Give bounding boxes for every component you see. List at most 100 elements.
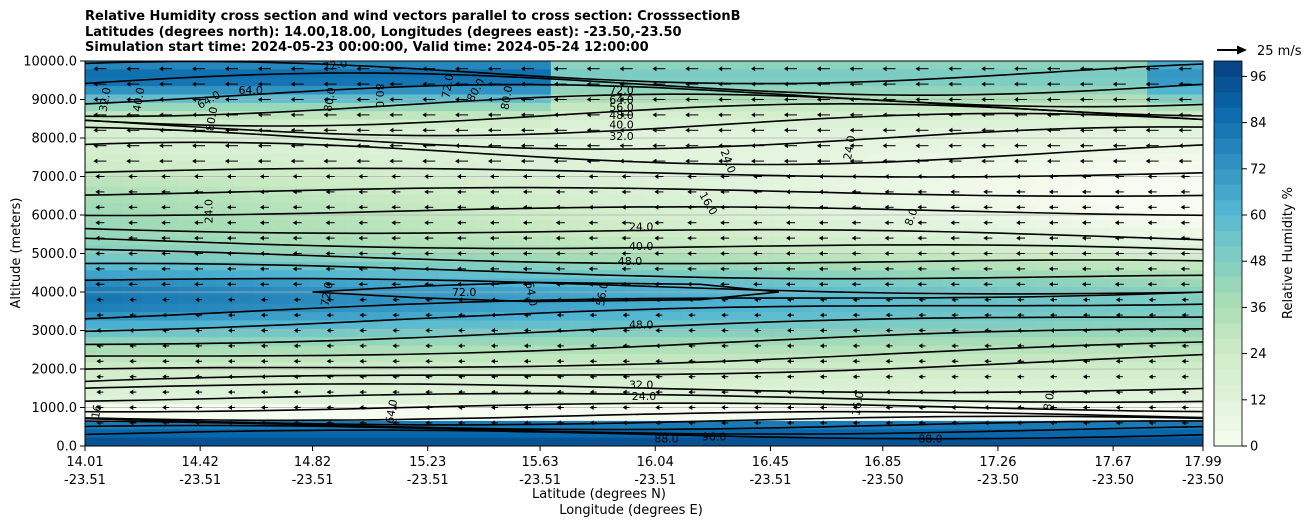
colorbar-band [1214,91,1242,108]
x-tick-label-lat: 15.63 [521,455,558,470]
wind-vector-arrowhead [129,389,134,395]
wind-vector-arrowhead [654,266,659,272]
wind-vector-arrowhead [260,358,265,364]
wind-vector-arrowhead [951,328,956,333]
wind-vector-arrowhead [819,358,824,364]
wind-vector-arrowhead [192,66,197,72]
wind-vector-arrowhead [984,374,989,380]
colorbar-tick-label: 36 [1250,301,1267,316]
wind-vector-arrowhead [720,281,725,287]
wind-vector-arrowhead [621,220,626,226]
wind-vector-arrowhead [687,189,692,195]
wind-vector-arrowhead [1114,204,1119,210]
y-tick-label: 3000.0 [32,324,78,339]
colorbar-band [1214,369,1242,385]
wind-vector-arrowhead [685,97,690,102]
wind-vector-arrowhead [358,189,363,195]
wind-vector-arrowhead [553,158,558,164]
colorbar-band [1214,215,1242,231]
wind-vector-arrowhead [326,343,331,349]
wind-vector-arrowhead [458,343,463,349]
wind-vector-arrowhead [754,374,759,380]
x-axis-label-latitude: Latitude (degrees N) [532,487,666,502]
wind-vector-arrowhead [523,297,528,303]
wind-vector-arrowhead [1178,81,1183,87]
wind-vector-arrowhead [688,297,693,303]
wind-vector-arrowhead [885,389,890,395]
wind-vector-arrowhead [228,328,232,333]
x-tick-label-lat: 15.23 [409,455,446,470]
wind-vector-arrowhead [1082,312,1087,318]
wind-vector-arrowhead [1014,112,1019,118]
wind-vector-arrowhead [619,112,624,118]
wind-vector-arrowhead [161,189,166,195]
wind-vector-arrowhead [490,204,494,210]
wind-vector-arrowhead [1145,143,1150,149]
wind-vector-arrowhead [1081,204,1086,210]
wind-vector-arrowhead [490,281,494,287]
wind-vector-arrowhead [555,266,560,272]
wind-vector-arrowhead [819,328,824,333]
wind-vector-arrowhead [655,389,660,395]
quiver-key-label: 25 m/s [1257,44,1302,59]
wind-vector-arrowhead [96,343,101,349]
wind-vector-arrowhead [126,97,131,102]
contour-line [85,72,1203,96]
wind-vector-arrowhead [588,251,593,256]
wind-vector-arrowhead [948,143,953,149]
wind-vector-arrowhead [654,251,659,256]
wind-vector-arrowhead [192,143,197,149]
wind-vector-arrowhead [816,81,821,87]
wind-vector-arrowhead [425,358,430,364]
wind-vector-arrowhead [621,251,626,256]
wind-vector-arrowhead [126,81,131,87]
wind-vector-arrowhead [292,204,297,210]
y-tick-label: 9000.0 [32,93,78,108]
contour-label: 40.0 [609,119,634,132]
wind-vector-arrowhead [290,81,295,87]
wind-vector-arrowhead [918,343,923,349]
wind-vector-arrowhead [622,312,627,318]
wind-vector-arrowhead [1016,281,1021,287]
wind-vector-arrowhead [491,343,495,349]
wind-vector-arrowhead [425,374,430,380]
y-axis: 0.0 1000.0 2000.0 3000.0 4000.0 5000.0 6000.0 7… [23,55,85,455]
x-axis-label-longitude: Longitude (degrees E) [559,503,703,518]
wind-vector-arrowhead [1047,112,1051,118]
colorbar-tick-label: 12 [1250,393,1267,408]
wind-vector-arrowhead [194,235,199,241]
wind-vector-arrowhead [1114,220,1119,226]
wind-vector-arrowhead [1145,97,1150,102]
x-tick-label-lon: -23.51 [749,473,791,488]
wind-vector-arrowhead [326,374,331,380]
wind-vector-arrowhead [983,174,988,179]
wind-vector-arrowhead [228,389,232,395]
wind-vector-arrowhead [1050,343,1054,349]
wind-vector-arrowhead [1014,158,1019,164]
x-tick-label-lat: 17.99 [1184,455,1221,470]
contour-label: 80.0 [498,84,515,110]
colorbar-band [1214,199,1242,216]
wind-vector-arrowhead [129,328,134,333]
wind-vector-arrowhead [260,374,265,380]
wind-vector-arrowhead [422,143,427,149]
contour-label: 72.0 [439,73,456,99]
wind-vector-arrowhead [358,251,363,256]
wind-vector-arrowhead [553,81,558,87]
contour-line [85,316,1203,346]
wind-vector-arrowhead [556,389,561,395]
wind-vector-arrowhead [784,66,788,72]
wind-vector-arrowhead [292,174,297,179]
wind-vector-arrowhead [1148,420,1153,426]
wind-vector-arrowhead [161,174,166,179]
wind-vector-arrowhead [1115,420,1120,426]
wind-vector-arrowhead [325,251,330,256]
wind-vector-arrowhead [687,281,692,287]
wind-vector-arrowhead [192,97,197,102]
wind-vector-arrowhead [884,251,889,256]
wind-vector-arrowhead [194,174,199,179]
wind-vector-arrowhead [555,174,560,179]
wind-vector-arrowhead [553,143,558,149]
wind-vector-arrowhead [159,66,164,72]
contour-line [85,415,1203,426]
